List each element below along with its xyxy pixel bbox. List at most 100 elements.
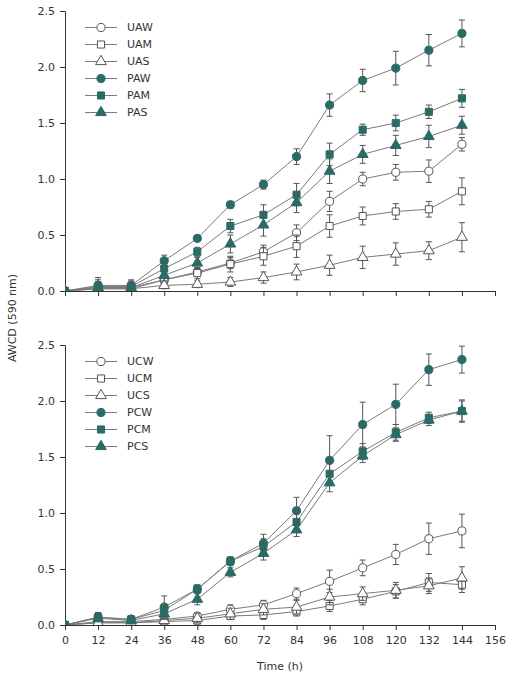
tick-mark xyxy=(131,291,132,296)
series xyxy=(65,89,465,291)
x-tick: 120 xyxy=(386,625,407,647)
data-point xyxy=(425,206,432,213)
legend-marker xyxy=(97,23,105,31)
data-point xyxy=(65,285,70,291)
data-point xyxy=(458,355,466,363)
data-point xyxy=(326,101,334,109)
error-bar xyxy=(360,207,366,225)
tick-mark xyxy=(330,291,331,296)
series xyxy=(65,573,465,625)
legend-label: UAM xyxy=(127,38,152,51)
data-point xyxy=(260,253,267,260)
tick-mark xyxy=(60,457,65,458)
y-tick: 1.0 xyxy=(38,507,66,520)
tick-mark xyxy=(495,291,496,296)
series xyxy=(65,567,467,625)
legend-entry: PCW xyxy=(85,406,152,419)
legend-label: UCS xyxy=(127,389,150,402)
data-point xyxy=(291,266,302,275)
x-tick xyxy=(363,291,364,296)
error-bar xyxy=(194,586,200,593)
tick-mark xyxy=(60,401,65,402)
tick-label: 156 xyxy=(485,634,506,647)
error-bar xyxy=(194,267,200,278)
tick-label: 84 xyxy=(290,634,304,647)
data-point xyxy=(392,400,400,408)
data-point xyxy=(392,208,399,215)
data-point xyxy=(194,586,201,593)
x-tick xyxy=(330,291,331,296)
data-point xyxy=(326,197,334,205)
data-point xyxy=(225,238,236,247)
y-tick: 1.0 xyxy=(38,173,66,186)
error-bar xyxy=(227,256,233,272)
series xyxy=(65,401,465,625)
data-point xyxy=(423,580,434,589)
legend-marker xyxy=(97,408,105,416)
legend-marker xyxy=(96,55,107,64)
tick-label: 24 xyxy=(125,634,139,647)
data-point xyxy=(457,119,468,128)
data-point xyxy=(226,259,234,267)
data-point xyxy=(192,593,203,602)
data-point xyxy=(93,612,104,621)
x-tick xyxy=(495,291,496,296)
tick-label: 0.5 xyxy=(38,229,56,242)
legend-label: UAW xyxy=(127,21,153,34)
y-tick: 2.0 xyxy=(38,395,66,408)
legend-entry: UCW xyxy=(85,355,154,368)
x-tick xyxy=(396,291,397,296)
tick-label: 72 xyxy=(257,634,271,647)
legend-label: PAW xyxy=(127,72,151,85)
tick-mark xyxy=(60,513,65,514)
tick-label: 144 xyxy=(452,634,473,647)
data-point xyxy=(357,251,368,260)
tick-mark xyxy=(263,291,264,296)
tick-mark xyxy=(60,123,65,124)
data-point xyxy=(258,271,269,280)
tick-mark xyxy=(429,625,430,630)
tick-label: 0 xyxy=(62,634,69,647)
tick-mark xyxy=(297,291,298,296)
y-tick: 0.5 xyxy=(38,229,66,242)
legend-label: UCW xyxy=(127,355,154,368)
x-tick: 60 xyxy=(224,625,238,647)
data-point xyxy=(458,527,466,535)
data-point xyxy=(423,244,434,253)
legend-entry: UAS xyxy=(85,55,150,68)
data-point xyxy=(458,95,465,102)
x-tick xyxy=(131,291,132,296)
tick-label: 1.0 xyxy=(38,173,56,186)
tick-mark xyxy=(197,291,198,296)
series xyxy=(65,20,466,291)
data-point xyxy=(192,278,203,287)
data-point xyxy=(194,248,201,255)
error-bar xyxy=(459,89,465,107)
series-line xyxy=(65,578,462,625)
data-point xyxy=(458,188,465,195)
legend-entry: PAS xyxy=(85,106,147,119)
data-point xyxy=(225,608,236,617)
series-line xyxy=(65,237,462,291)
legend-entry: UAW xyxy=(85,21,153,34)
x-tick xyxy=(462,291,463,296)
data-point xyxy=(194,270,201,277)
x-tick xyxy=(230,291,231,296)
data-point xyxy=(291,196,302,205)
data-point xyxy=(193,268,201,276)
data-point xyxy=(326,223,333,230)
tick-mark xyxy=(363,625,364,630)
data-point xyxy=(425,366,433,374)
tick-mark xyxy=(164,291,165,296)
data-point xyxy=(359,175,367,183)
series-line xyxy=(65,360,462,625)
x-tick: 108 xyxy=(353,625,374,647)
y-tick: 0.0 xyxy=(38,285,66,298)
legend-marker xyxy=(97,375,104,382)
data-point xyxy=(259,181,267,189)
axis-line xyxy=(66,292,496,297)
tick-mark xyxy=(429,291,430,296)
tick-mark xyxy=(60,625,65,626)
data-point xyxy=(193,234,201,242)
x-tick xyxy=(429,291,430,296)
